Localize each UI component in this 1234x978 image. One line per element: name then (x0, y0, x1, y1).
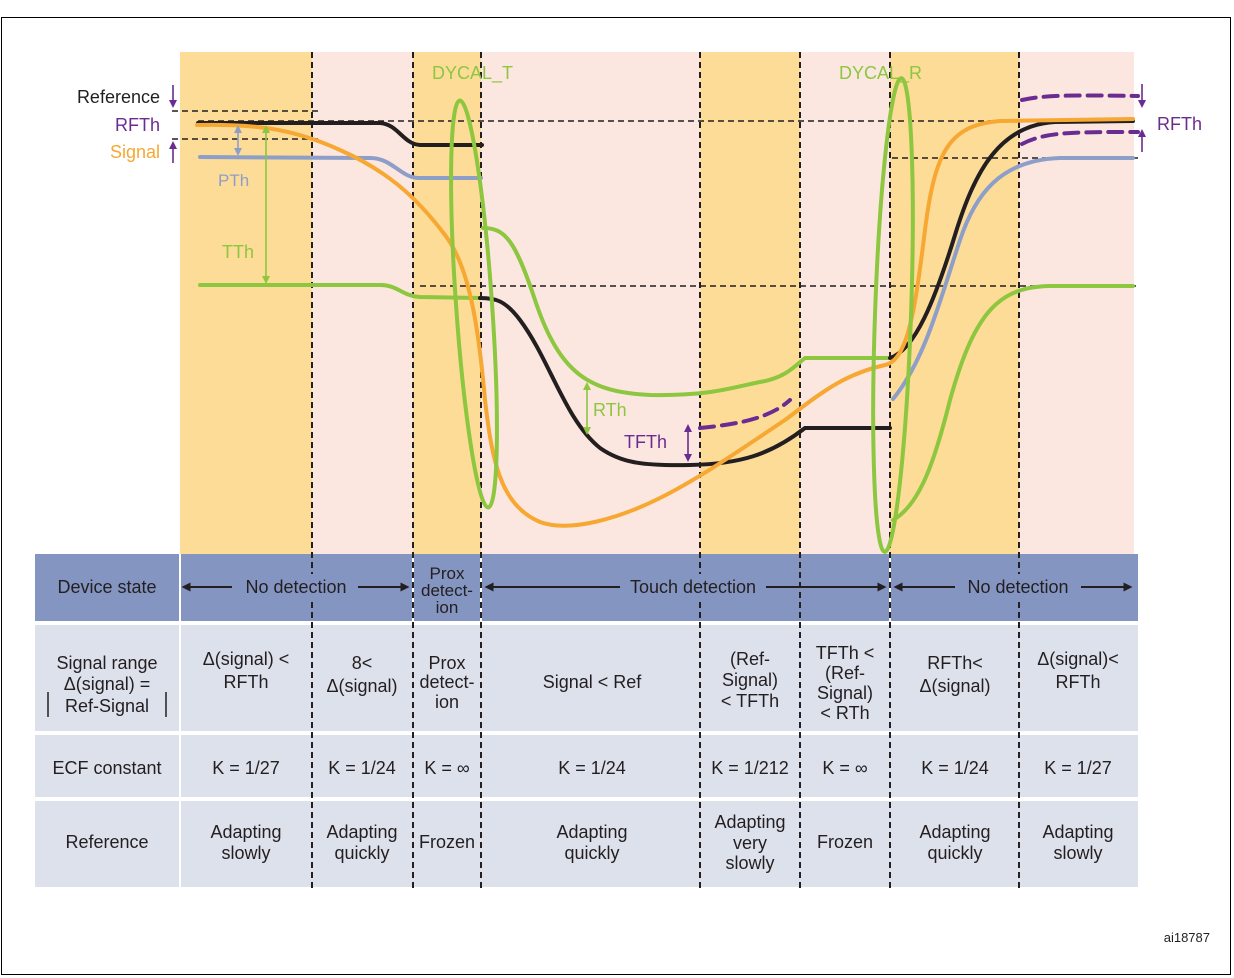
diagram-labels: Reference RFTh Signal PTh TTh RTh TFTh R… (77, 63, 1202, 452)
reference-cell-3: Frozen (419, 832, 475, 852)
signal-range-cell-5-line3: < TFTh (721, 691, 779, 711)
device-state-touch-detection: Touch detection (630, 577, 756, 597)
ecf-cell-1: K = 1/27 (212, 758, 280, 778)
signal-label: Signal (110, 142, 160, 162)
reference-row: Reference Adapting slowly Adapting quick… (65, 812, 1113, 873)
signal-range-cell-7-line2: Δ(signal) (919, 676, 990, 696)
device-state-no-detection-right: No detection (967, 577, 1068, 597)
touch-threshold-curve (198, 226, 1135, 522)
ecf-constant-row: ECF constant K = 1/27 K = 1/24 K = ∞ K =… (52, 758, 1111, 778)
reference-cell-1-line2: slowly (221, 843, 270, 863)
ecf-cell-8: K = 1/27 (1044, 758, 1112, 778)
reference-cell-8-line2: slowly (1053, 843, 1102, 863)
signal-range-cell-7-line1: RFTh< (927, 653, 983, 673)
device-state-prox-line3: ion (436, 598, 459, 617)
row-reference (35, 801, 1138, 887)
signal-range-cell-3-line3: ion (435, 692, 459, 712)
no-detection-label-bg (232, 574, 358, 598)
tth-label: TTh (222, 242, 254, 262)
ecf-cell-3: K = ∞ (424, 758, 470, 778)
ecf-constant-label: ECF constant (52, 758, 161, 778)
reference-cell-1-line1: Adapting (210, 822, 281, 842)
signal-range-cell-6-line3: Signal) (817, 683, 873, 703)
ecf-cell-6: K = ∞ (822, 758, 868, 778)
figure-id: ai18787 (1164, 930, 1210, 945)
signal-range-cell-2-line1: 8< (352, 653, 373, 673)
reference-cell-5-line1: Adapting (714, 812, 785, 832)
band-no-detection-quick (312, 52, 413, 554)
device-state-row: Device state No detection Prox detect- i… (57, 564, 1133, 617)
rfth-lower-dashed (1020, 130, 1140, 146)
signal-range-cell-6-line2: (Ref- (825, 663, 865, 683)
reference-cell-4-line2: quickly (564, 843, 619, 863)
signal-range-row: Signal range Δ(signal) = Ref-Signal Δ(si… (47, 643, 1119, 723)
band-no-detection-slow (180, 52, 312, 554)
reference-cell-6: Frozen (817, 832, 873, 852)
signal-range-cell-3-line2: detect- (419, 672, 474, 692)
reference-cell-7-line1: Adapting (919, 822, 990, 842)
band-release-slow (1019, 52, 1134, 554)
ecf-cell-4: K = 1/24 (558, 758, 626, 778)
reference-row-label: Reference (65, 832, 148, 852)
reference-cell-2-line2: quickly (334, 843, 389, 863)
no-detection-right-label-bg (955, 574, 1081, 598)
reference-curve (196, 119, 1135, 468)
dycal-r-label: DYCAL_R (839, 63, 922, 84)
band-touch (481, 52, 700, 554)
reference-cell-2-line1: Adapting (326, 822, 397, 842)
dycal-t-ellipse (449, 98, 499, 510)
rfth-left-label: RFTh (115, 115, 160, 135)
figure-frame (1, 17, 1231, 975)
signal-range-cell-8-line2: RFTh (1056, 672, 1101, 692)
reference-cell-4-line1: Adapting (556, 822, 627, 842)
threshold-arrows (169, 84, 1146, 462)
reference-cell-8-line1: Adapting (1042, 822, 1113, 842)
signal-range-label-line1: Signal range (56, 653, 157, 673)
pth-label: PTh (218, 171, 249, 190)
device-state-no-detection-left: No detection (245, 577, 346, 597)
signal-range-cell-5-line2: Signal) (722, 670, 778, 690)
curves (195, 93, 1140, 528)
row-ecf-constant (35, 735, 1138, 797)
proximity-threshold-curve (198, 155, 1135, 401)
tfth-label: TFTh (624, 432, 667, 452)
reference-cell-7-line2: quickly (927, 843, 982, 863)
band-prox (413, 52, 481, 554)
rth-label: RTh (593, 400, 627, 420)
ecf-cell-2: K = 1/24 (328, 758, 396, 778)
signal-range-label-line2: Δ(signal) = (64, 674, 151, 694)
reference-label: Reference (77, 87, 160, 107)
signal-curve (195, 117, 1135, 528)
signal-range-cell-2-line2: Δ(signal) (326, 676, 397, 696)
signal-range-cell-8-line1: Δ(signal)< (1037, 649, 1119, 669)
signal-range-cell-5-line1: (Ref- (730, 649, 770, 669)
touch-detection-label-bg (620, 574, 766, 598)
dycal-ellipses (449, 76, 915, 554)
signal-range-cell-1-line2: RFTh (224, 672, 269, 692)
reference-cell-5-line3: slowly (725, 853, 774, 873)
adaptive-reference-segment (698, 398, 792, 430)
dycal-t-label: DYCAL_T (432, 63, 513, 84)
device-state-prox-line2: detect- (421, 581, 473, 600)
device-state-label: Device state (57, 577, 156, 597)
signal-range-cell-4: Signal < Ref (543, 672, 643, 692)
device-state-prox-line1: Prox (430, 564, 465, 583)
dycal-r-ellipse (871, 76, 915, 554)
signal-range-cell-1-line1: Δ(signal) < (203, 649, 290, 669)
row-signal-range (35, 625, 1138, 731)
signal-range-cell-6-line4: < RTh (820, 703, 869, 723)
ecf-cell-5: K = 1/212 (711, 758, 789, 778)
ecf-cell-7: K = 1/24 (921, 758, 989, 778)
reference-cell-5-line2: very (733, 833, 767, 853)
signal-range-cell-6-line1: TFTh < (816, 643, 875, 663)
signal-range-cell-3-line1: Prox (428, 653, 465, 673)
rfth-upper-dashed (1020, 93, 1140, 102)
rfth-right-label: RFTh (1157, 114, 1202, 134)
signal-range-label-line3: Ref-Signal (65, 696, 149, 716)
phase-bands (180, 52, 1134, 554)
band-touch-very-slow (700, 52, 800, 554)
